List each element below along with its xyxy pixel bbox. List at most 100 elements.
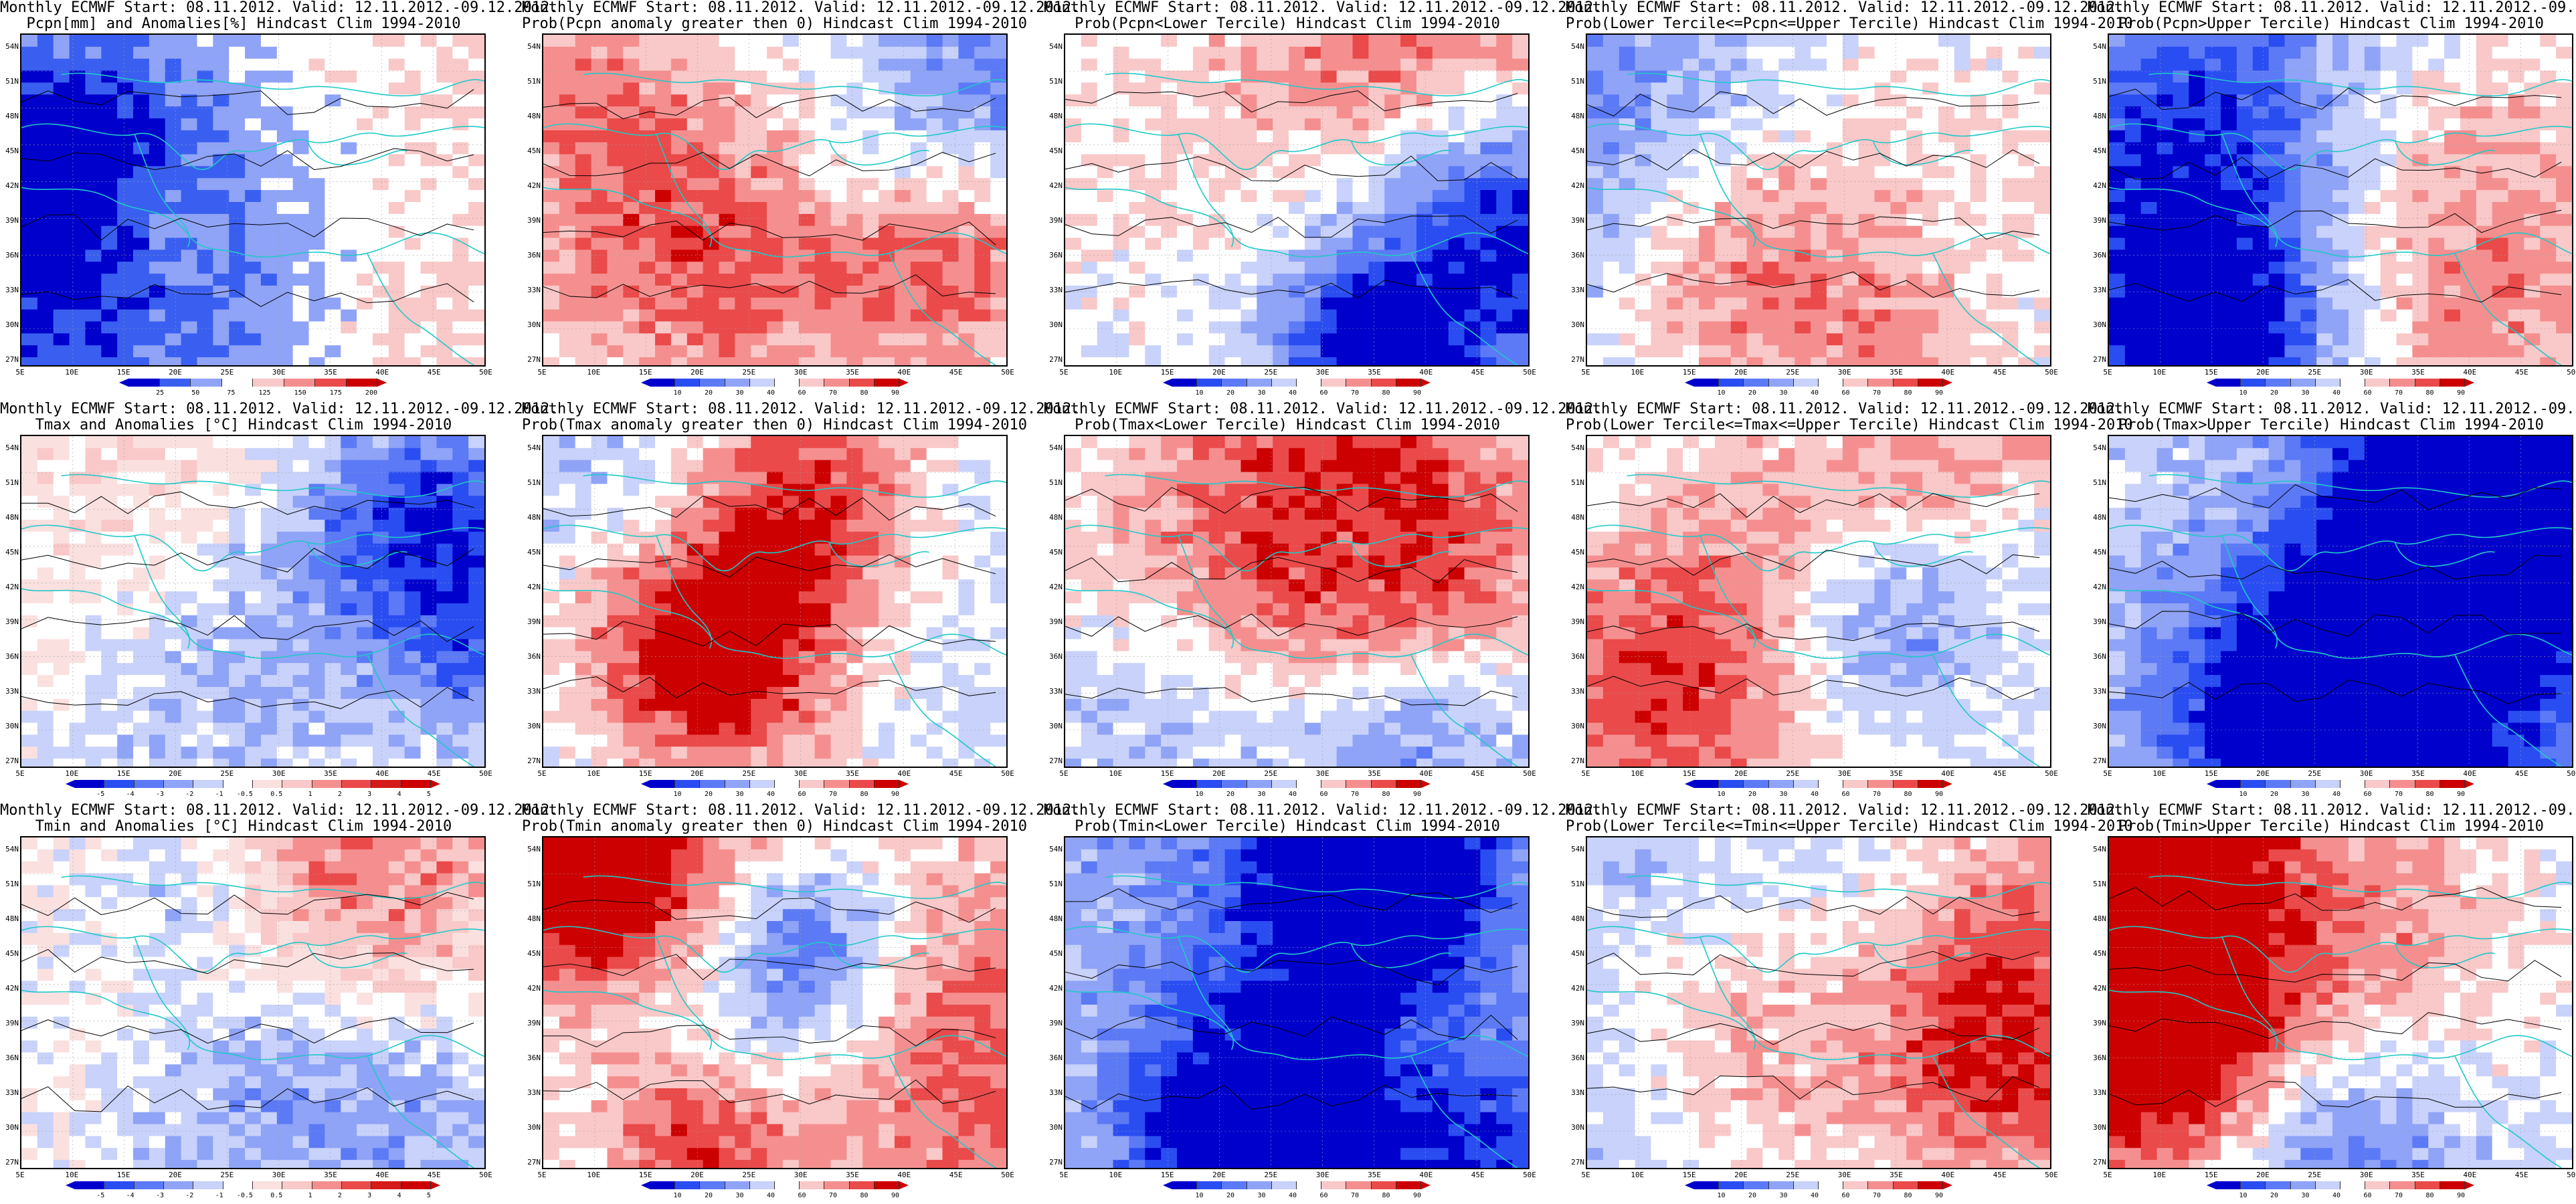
- field-cell: [468, 496, 484, 509]
- field-cell: [639, 262, 656, 275]
- field-cell: [559, 201, 576, 215]
- field-cell: [1113, 118, 1130, 131]
- field-cell: [2428, 297, 2446, 310]
- field-cell: [1699, 154, 1716, 167]
- field-cell: [782, 154, 800, 167]
- field-cell: [468, 106, 484, 119]
- field-cell: [2189, 70, 2206, 84]
- field-cell: [879, 333, 895, 346]
- field-cell: [830, 237, 848, 251]
- field-cell: [2002, 58, 2019, 72]
- field-cell: [197, 166, 214, 179]
- field-cell: [2332, 46, 2349, 60]
- field-cell: [719, 35, 736, 47]
- field-cell: [575, 154, 592, 167]
- field-cell: [2018, 333, 2035, 346]
- field-cell: [341, 58, 358, 72]
- field-cell: [468, 225, 484, 239]
- field-cell: [846, 249, 864, 263]
- field-cell: [388, 321, 405, 334]
- field-cell: [133, 333, 150, 346]
- field-cell: [767, 274, 784, 286]
- field-cell: [1842, 213, 1859, 227]
- field-cell: [468, 154, 484, 167]
- field-cell: [452, 190, 470, 203]
- field-cell: [1113, 237, 1130, 251]
- field-cell: [1699, 309, 1716, 322]
- field-cell: [1368, 46, 1386, 60]
- field-cell: [1161, 106, 1178, 119]
- field-cell: [1464, 35, 1481, 47]
- field-cell: [1842, 249, 1859, 263]
- field-cell: [2460, 58, 2477, 72]
- field-cell: [1587, 178, 1604, 191]
- field-cell: [101, 591, 118, 604]
- field-cell: [357, 178, 373, 191]
- field-cell: [1065, 297, 1082, 310]
- field-cell: [735, 297, 752, 310]
- field-cell: [1448, 249, 1465, 263]
- field-cell: [719, 237, 736, 251]
- field-cell: [133, 106, 150, 119]
- field-cell: [1890, 249, 1908, 263]
- field-cell: [2002, 357, 2019, 365]
- field-cell: [2476, 333, 2493, 346]
- field-cell: [1587, 345, 1604, 359]
- field-cell: [2428, 118, 2446, 131]
- field-cell: [341, 213, 358, 227]
- field-cell: [2556, 225, 2572, 239]
- field-cell: [1635, 345, 1652, 359]
- field-cell: [292, 615, 310, 628]
- field-cell: [2173, 46, 2190, 60]
- field-cell: [926, 118, 943, 131]
- field-cell: [2396, 166, 2413, 179]
- field-cell: [1730, 70, 1748, 84]
- field-cell: [1795, 35, 1812, 47]
- field-cell: [974, 321, 992, 334]
- field-cell: [1400, 130, 1417, 143]
- field-cell: [575, 297, 592, 310]
- field-cell: [1602, 357, 1620, 365]
- field-cell: [341, 447, 358, 461]
- field-cell: [1304, 35, 1321, 47]
- field-cell: [53, 309, 70, 322]
- field-cell: [2124, 94, 2142, 108]
- field-cell: [751, 154, 768, 167]
- field-cell: [229, 321, 246, 334]
- field-cell: [2380, 94, 2397, 108]
- field-cell: [2332, 225, 2349, 239]
- field-cell: [798, 309, 816, 322]
- field-cell: [639, 118, 656, 131]
- field-cell: [2189, 201, 2206, 215]
- field-cell: [2034, 201, 2050, 215]
- field-cell: [21, 166, 38, 179]
- field-cell: [37, 178, 54, 191]
- field-cell: [292, 190, 310, 203]
- field-cell: [2412, 345, 2429, 359]
- field-cell: [149, 639, 166, 652]
- lat-tick-label: 36N: [1571, 251, 1584, 260]
- field-cell: [575, 190, 592, 203]
- field-cell: [1448, 58, 1465, 72]
- field-cell: [213, 555, 230, 569]
- field-cell: [751, 142, 768, 155]
- field-cell: [1512, 262, 1528, 275]
- field-cell: [2332, 166, 2349, 179]
- field-cell: [1986, 178, 2003, 191]
- field-cell: [1587, 274, 1604, 286]
- field-cell: [958, 237, 976, 251]
- field-cell: [2034, 58, 2050, 72]
- field-cell: [1289, 70, 1305, 84]
- field-cell: [1368, 297, 1386, 310]
- field-cell: [2268, 106, 2286, 119]
- field-cell: [798, 213, 816, 227]
- field-cell: [37, 472, 54, 485]
- field-cell: [1161, 309, 1178, 322]
- field-cell: [468, 508, 484, 520]
- field-cell: [101, 436, 118, 449]
- field-cell: [181, 297, 198, 310]
- field-cell: [229, 508, 246, 520]
- coastline: [1587, 187, 2050, 258]
- field-cell: [2189, 321, 2206, 334]
- field-cell: [117, 651, 134, 664]
